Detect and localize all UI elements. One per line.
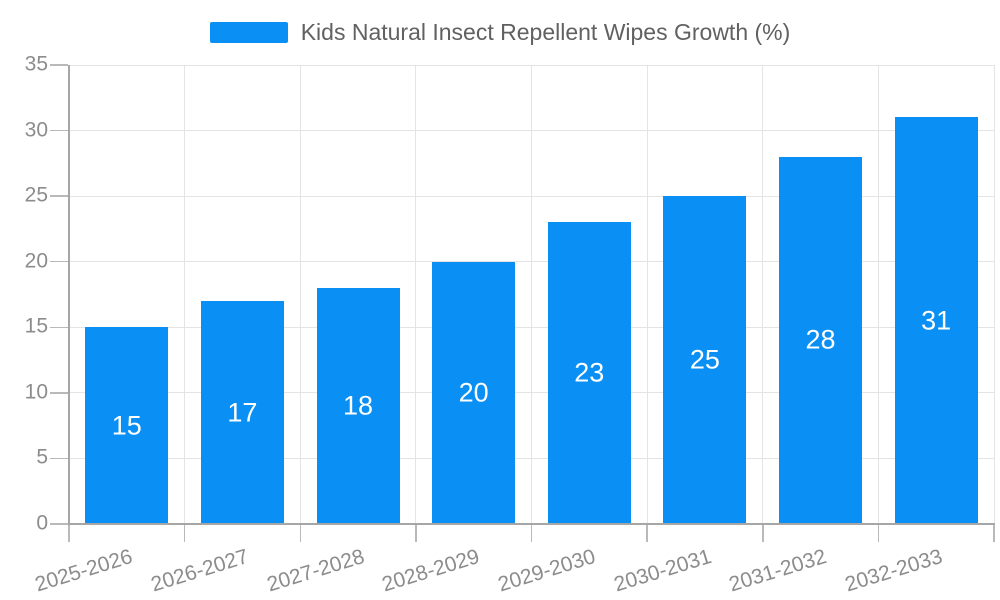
bar-2027-2028: 18 [316, 287, 400, 524]
x-axis-line [68, 523, 995, 525]
x-axis-tick [183, 524, 186, 542]
x-axis-tick-label: 2027-2028 [264, 545, 367, 597]
y-axis-tick-label: 0 [36, 511, 48, 535]
bar-value-label: 31 [921, 305, 952, 336]
bar-2025-2026: 15 [85, 327, 169, 524]
x-axis-tick [762, 524, 764, 542]
bar-value-label: 28 [805, 324, 836, 355]
y-axis-tick-label: 25 [24, 183, 48, 207]
x-axis-tick [415, 524, 417, 542]
y-axis-tick-label: 15 [24, 314, 48, 338]
gridline-vertical [299, 65, 301, 524]
x-axis-tick-label: 2028-2029 [379, 545, 483, 597]
x-axis-tick [877, 524, 880, 542]
gridline-vertical [877, 65, 879, 524]
y-axis-tick [50, 195, 68, 197]
bar-value-label: 25 [689, 344, 720, 375]
y-axis-tick [50, 260, 68, 263]
x-axis-tick-label: 2029-2030 [495, 545, 599, 597]
y-axis-tick [50, 129, 68, 132]
x-axis-tick [993, 524, 995, 542]
gridline-vertical [184, 65, 186, 524]
y-axis-tick-label: 5 [36, 445, 48, 469]
bar-2031-2032: 28 [779, 156, 863, 524]
x-axis-tick [646, 524, 648, 542]
legend-label: Kids Natural Insect Repellent Wipes Grow… [300, 19, 791, 45]
x-axis-tick-label: 2032-2033 [842, 545, 945, 597]
x-axis-tick-label: 2030-2031 [610, 545, 714, 597]
bar-2030-2031: 25 [663, 196, 747, 524]
plot-area: 0 5 10 15 20 25 30 35 15 2025-2026 17 2026-2027 18 20… [25, 53, 995, 596]
bar-2032-2033: 31 [894, 117, 978, 524]
y-axis-tick [50, 64, 68, 66]
bar-value-label: 18 [343, 390, 374, 421]
bar-value-label: 17 [227, 397, 258, 428]
legend-swatch [209, 22, 288, 44]
bar-2029-2030: 23 [547, 222, 631, 524]
x-axis-tick [299, 524, 301, 542]
legend[interactable]: Kids Natural Insect Repellent Wipes Grow… [0, 19, 1000, 45]
bar-value-label: 23 [574, 357, 605, 388]
y-axis-tick [50, 523, 68, 525]
y-axis-line [68, 65, 70, 525]
x-axis-tick-label: 2031-2032 [726, 545, 830, 597]
x-axis-tick-label: 2025-2026 [32, 545, 136, 597]
y-axis-tick-label: 20 [24, 249, 48, 273]
y-axis-tick [50, 326, 68, 329]
bar-2026-2027: 17 [200, 301, 284, 524]
y-axis-tick [50, 457, 68, 460]
y-axis-tick-label: 10 [24, 380, 48, 404]
x-axis-tick [530, 524, 533, 542]
x-axis-tick [68, 524, 70, 542]
y-axis-tick-label: 30 [24, 118, 48, 142]
bar-2028-2029: 20 [432, 261, 516, 524]
gridline-vertical [415, 65, 417, 524]
gridline-vertical [646, 65, 648, 524]
gridline-vertical [762, 65, 764, 524]
x-axis-tick-label: 2026-2027 [148, 545, 252, 597]
gridline-vertical [993, 65, 995, 524]
y-axis-tick [50, 392, 68, 394]
y-axis-tick-label: 35 [24, 52, 48, 76]
bar-value-label: 15 [111, 410, 142, 441]
bar-value-label: 20 [458, 377, 489, 408]
gridline-vertical [531, 65, 532, 524]
